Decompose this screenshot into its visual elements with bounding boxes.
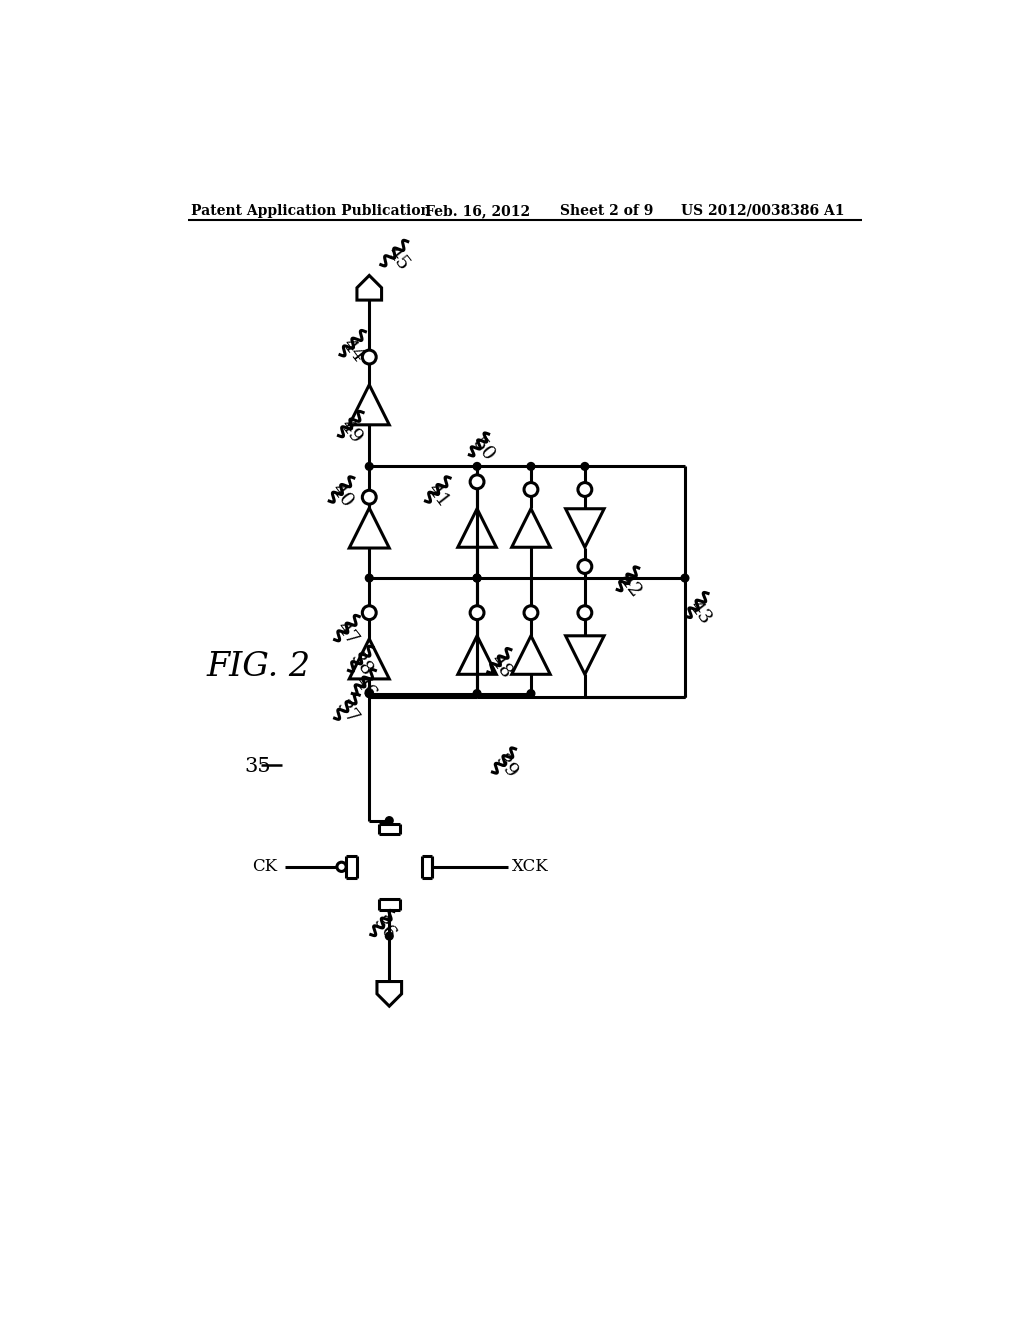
Text: 47: 47 [333,618,361,649]
Text: Sheet 2 of 9: Sheet 2 of 9 [560,203,653,218]
Circle shape [524,483,538,496]
Text: XCK: XCK [512,858,549,875]
Text: 40: 40 [327,480,356,511]
Circle shape [366,689,373,697]
Text: 38: 38 [346,649,376,680]
Text: 48: 48 [486,651,516,682]
Circle shape [473,462,481,470]
Circle shape [473,574,481,582]
Circle shape [362,350,376,364]
Circle shape [578,483,592,496]
Circle shape [527,689,535,697]
Text: US 2012/0038386 A1: US 2012/0038386 A1 [681,203,845,218]
Text: 37: 37 [333,697,361,729]
Circle shape [470,606,484,619]
Text: 44: 44 [339,335,368,366]
Text: Patent Application Publication: Patent Application Publication [190,203,430,218]
Text: 42: 42 [615,570,645,601]
Circle shape [581,462,589,470]
Text: 45: 45 [383,243,413,273]
Text: 49: 49 [336,416,366,447]
Circle shape [366,462,373,470]
Text: 50: 50 [468,434,498,465]
Circle shape [524,606,538,619]
Circle shape [385,817,393,825]
Circle shape [337,862,346,871]
Text: CK: CK [252,858,276,875]
Circle shape [362,490,376,504]
Text: 43: 43 [685,598,715,628]
Text: 35: 35 [245,758,271,776]
Text: FIG. 2: FIG. 2 [206,651,310,682]
Circle shape [473,574,481,582]
Circle shape [578,560,592,573]
Circle shape [366,574,373,582]
Circle shape [681,574,689,582]
Text: 39: 39 [490,751,520,781]
Circle shape [366,689,373,697]
Text: Feb. 16, 2012: Feb. 16, 2012 [425,203,530,218]
Circle shape [385,932,393,940]
Circle shape [362,606,376,619]
Circle shape [470,475,484,488]
Circle shape [473,689,481,697]
Text: 46: 46 [350,673,380,704]
Circle shape [527,462,535,470]
Text: 41: 41 [423,480,453,511]
Circle shape [578,606,592,619]
Text: 36: 36 [370,913,398,944]
